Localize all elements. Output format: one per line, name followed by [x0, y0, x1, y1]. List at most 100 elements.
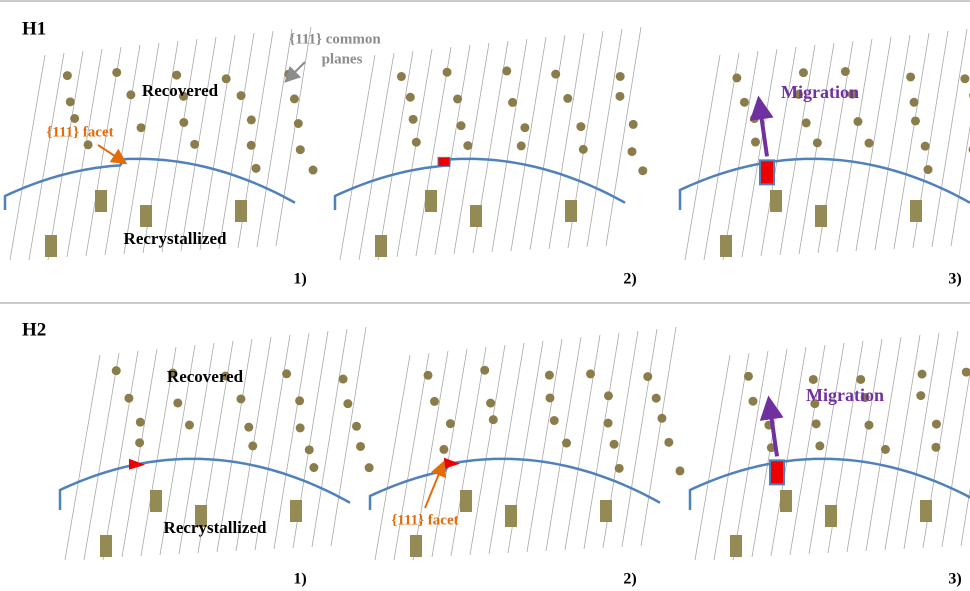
plane-line	[453, 42, 490, 255]
atom	[516, 141, 526, 151]
precipitate	[910, 200, 922, 222]
precipitate	[770, 190, 782, 212]
atom	[916, 391, 926, 401]
atom	[65, 97, 75, 107]
plane-line	[903, 332, 940, 550]
migration-arrow	[759, 395, 784, 457]
annotation: Recovered	[142, 81, 219, 100]
atom	[408, 114, 418, 124]
atom	[794, 89, 804, 99]
atom	[562, 438, 572, 448]
plane-line	[412, 350, 449, 561]
atom	[864, 138, 874, 148]
precipitate	[150, 490, 162, 512]
plane-line	[732, 350, 769, 561]
atom	[549, 416, 559, 426]
annotation: Migration	[806, 385, 884, 405]
plane-line	[529, 34, 566, 251]
plane-line	[273, 332, 310, 550]
plane-line	[564, 334, 601, 551]
atom	[603, 391, 613, 401]
precipitate	[290, 500, 302, 522]
atom	[172, 70, 182, 80]
atom	[651, 393, 661, 403]
plane-line	[893, 32, 930, 250]
atom	[643, 372, 653, 382]
atom	[405, 92, 415, 102]
precipitate	[45, 235, 57, 257]
arrow	[284, 61, 306, 83]
precipitate	[730, 535, 742, 557]
precipitate	[815, 205, 827, 227]
plane-line	[941, 370, 970, 548]
atom	[739, 97, 749, 107]
atom	[295, 145, 305, 155]
arrow	[424, 460, 446, 509]
plane-line	[431, 348, 468, 558]
atom	[923, 165, 933, 175]
atom	[563, 93, 573, 103]
atom	[453, 94, 463, 104]
precipitate	[100, 535, 112, 557]
atom	[906, 72, 916, 82]
plane-line	[703, 52, 740, 261]
atom	[551, 69, 561, 79]
row-label: H1	[22, 18, 46, 39]
atom	[544, 370, 554, 380]
plane-line	[85, 46, 122, 257]
plane-line	[66, 48, 103, 258]
atom	[135, 417, 145, 427]
atom	[236, 394, 246, 404]
plane-line	[102, 350, 139, 561]
atom	[488, 415, 498, 425]
plane-line	[415, 46, 452, 257]
grain-boundary	[333, 157, 626, 210]
atom	[750, 137, 760, 147]
plane-line	[836, 38, 873, 253]
atom	[609, 439, 619, 449]
atom	[856, 374, 866, 384]
plane-line	[808, 342, 845, 555]
plane-line	[396, 48, 433, 258]
plane-line	[684, 54, 721, 261]
grain-boundary	[688, 457, 970, 510]
plane-line	[583, 332, 620, 550]
atom	[352, 421, 362, 431]
plane-line	[488, 342, 525, 555]
plane-line	[104, 44, 141, 256]
panels	[3, 26, 970, 561]
atom	[178, 91, 188, 101]
precipitate	[720, 235, 732, 257]
atom	[168, 368, 178, 378]
atom	[815, 441, 825, 451]
atom	[664, 437, 674, 447]
atom	[439, 444, 449, 454]
atom	[70, 114, 80, 124]
plane-line	[123, 42, 160, 255]
annotation: {111} common	[289, 31, 381, 47]
atom	[220, 371, 230, 381]
atom	[364, 463, 374, 473]
atom	[411, 137, 421, 147]
atom	[248, 441, 258, 451]
plane-line	[275, 26, 312, 247]
atom	[356, 441, 366, 451]
plane-line	[377, 50, 414, 261]
atom	[864, 420, 874, 430]
atom	[184, 420, 194, 430]
facet	[444, 457, 460, 469]
atom	[638, 166, 648, 176]
annotation: Recovered	[167, 367, 244, 386]
plane-line	[779, 44, 816, 256]
plane-line	[770, 346, 807, 557]
atom	[445, 419, 455, 429]
precipitate	[825, 505, 837, 527]
atom	[732, 73, 742, 83]
plane-line	[950, 124, 970, 247]
plane-line	[751, 348, 788, 558]
atom	[808, 374, 818, 384]
atom	[545, 393, 555, 403]
plane-line	[586, 28, 623, 248]
atom	[126, 90, 136, 100]
